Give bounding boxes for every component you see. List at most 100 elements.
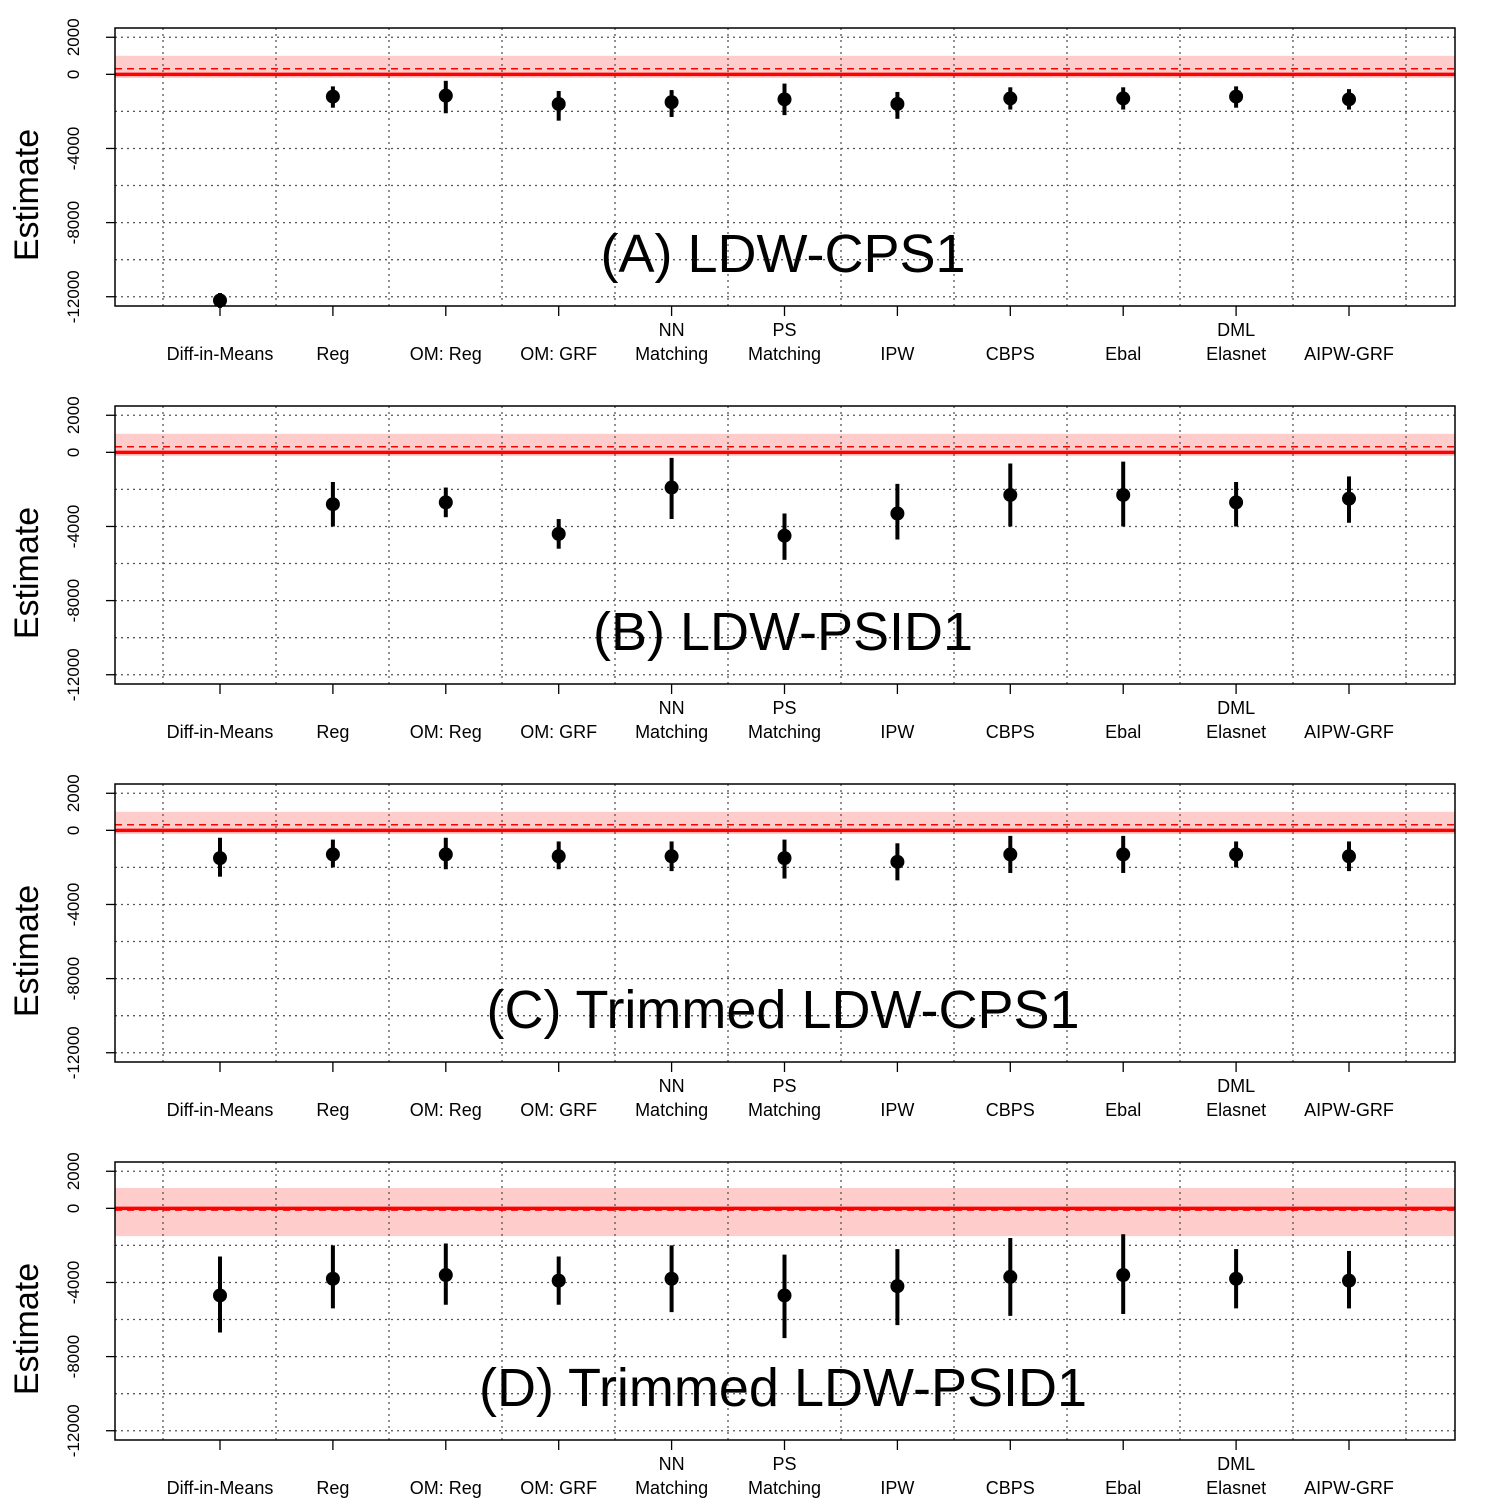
x-tick-label: CBPS	[986, 1100, 1035, 1120]
y-tick-label: -12000	[64, 270, 83, 323]
x-tick-label: PS	[772, 320, 796, 340]
x-tick-label: OM: Reg	[410, 1100, 482, 1120]
chart-panel-2: 2000 0 -4000 -8000 -12000 Estimate Diff-in-Mea…	[8, 396, 1456, 742]
x-tick-label: Ebal	[1105, 1478, 1141, 1498]
estimate-point	[664, 480, 679, 495]
estimate-point	[664, 849, 679, 864]
estimate-point	[1003, 487, 1018, 502]
x-tick-label: NN	[659, 320, 685, 340]
y-tick-label: 0	[64, 448, 83, 457]
estimate-point	[1003, 91, 1018, 106]
x-tick-label: DML	[1217, 698, 1255, 718]
estimate-point	[325, 1271, 340, 1286]
panel-title: (A) LDW-CPS1	[600, 224, 965, 284]
estimate-point	[551, 849, 566, 864]
x-tick-label: OM: GRF	[520, 1478, 597, 1498]
estimate-point	[1116, 847, 1131, 862]
x-tick-label: Matching	[748, 1100, 821, 1120]
x-tick-label: Elasnet	[1206, 1100, 1266, 1120]
estimate-point	[325, 847, 340, 862]
benchmark-band	[115, 1187, 1455, 1237]
estimate-point	[777, 528, 792, 543]
x-tick-label: Ebal	[1105, 722, 1141, 742]
x-tick-label: OM: Reg	[410, 1478, 482, 1498]
y-tick-label: -4000	[64, 883, 83, 926]
x-tick-label: Matching	[748, 344, 821, 364]
chart-panel-4: 2000 0 -4000 -8000 -12000 Estimate Diff-in-Mea…	[8, 1152, 1456, 1498]
x-tick-label: Matching	[635, 344, 708, 364]
y-tick-label: -12000	[64, 1026, 83, 1079]
y-tick-label: 0	[64, 826, 83, 835]
estimate-point	[213, 1288, 227, 1303]
x-tick-label: DML	[1217, 1454, 1255, 1474]
y-tick-label: -4000	[64, 1261, 83, 1304]
x-tick-label: OM: Reg	[410, 344, 482, 364]
estimate-point	[325, 89, 340, 104]
x-tick-label: Ebal	[1105, 344, 1141, 364]
y-tick-label: -4000	[64, 127, 83, 170]
estimate-point	[213, 851, 227, 866]
x-tick-label: IPW	[880, 1100, 914, 1120]
x-tick-label: Matching	[635, 1478, 708, 1498]
y-tick-label: -8000	[64, 579, 83, 622]
x-tick-label: IPW	[880, 344, 914, 364]
x-tick-label: OM: Reg	[410, 722, 482, 742]
y-tick-label: -12000	[64, 648, 83, 701]
x-tick-label: NN	[659, 1076, 685, 1096]
estimate-point	[1229, 1271, 1244, 1286]
x-tick-label: Reg	[316, 722, 349, 742]
estimate-point	[890, 96, 905, 111]
estimate-point	[1229, 89, 1244, 104]
x-tick-label: IPW	[880, 1478, 914, 1498]
x-tick-label: AIPW-GRF	[1304, 722, 1394, 742]
y-tick-label: 2000	[64, 1152, 83, 1190]
x-tick-label: PS	[772, 1076, 796, 1096]
x-tick-label: PS	[772, 698, 796, 718]
estimate-point	[213, 293, 227, 308]
estimate-point	[664, 95, 679, 110]
y-tick-label: -8000	[64, 201, 83, 244]
y-tick-label: 0	[64, 70, 83, 79]
estimate-point	[1229, 847, 1244, 862]
estimate-point	[438, 495, 453, 510]
y-tick-label: -4000	[64, 505, 83, 548]
estimate-point	[325, 497, 340, 512]
benchmark-band	[115, 811, 1455, 835]
chart-panel-3: 2000 0 -4000 -8000 -12000 Estimate Diff-in-Mea…	[8, 774, 1456, 1120]
estimate-point	[890, 1279, 905, 1294]
x-tick-label: Matching	[748, 722, 821, 742]
estimate-point	[438, 1268, 453, 1283]
x-tick-label: Reg	[316, 344, 349, 364]
x-tick-label: Matching	[748, 1478, 821, 1498]
estimate-point	[777, 92, 792, 107]
estimate-point	[1342, 491, 1356, 506]
x-tick-label: Elasnet	[1206, 722, 1266, 742]
benchmark-band	[115, 433, 1455, 457]
x-tick-label: OM: GRF	[520, 722, 597, 742]
estimate-point	[1003, 847, 1018, 862]
x-tick-label: DML	[1217, 1076, 1255, 1096]
estimate-point	[551, 96, 566, 111]
x-tick-label: DML	[1217, 320, 1255, 340]
estimate-point	[551, 526, 566, 541]
y-axis-title: Estimate	[8, 885, 46, 1017]
estimate-point	[890, 854, 905, 869]
x-tick-label: OM: GRF	[520, 1100, 597, 1120]
panel-title: (C) Trimmed LDW-CPS1	[486, 980, 1079, 1040]
estimate-point	[438, 88, 453, 103]
chart-panel-1: 2000 0 -4000 -8000 -12000 Estimate Diff-in-Mea…	[8, 18, 1456, 364]
estimate-point	[664, 1271, 679, 1286]
x-tick-label: Reg	[316, 1100, 349, 1120]
x-tick-label: AIPW-GRF	[1304, 1478, 1394, 1498]
estimate-point	[1342, 849, 1356, 864]
x-tick-label: Diff-in-Means	[167, 344, 274, 364]
estimate-point	[1342, 1273, 1356, 1288]
y-tick-label: 2000	[64, 774, 83, 812]
x-tick-label: CBPS	[986, 1478, 1035, 1498]
x-tick-label: Diff-in-Means	[167, 722, 274, 742]
y-tick-label: -8000	[64, 1335, 83, 1378]
estimate-point	[777, 851, 792, 866]
x-tick-label: IPW	[880, 722, 914, 742]
x-tick-label: NN	[659, 1454, 685, 1474]
